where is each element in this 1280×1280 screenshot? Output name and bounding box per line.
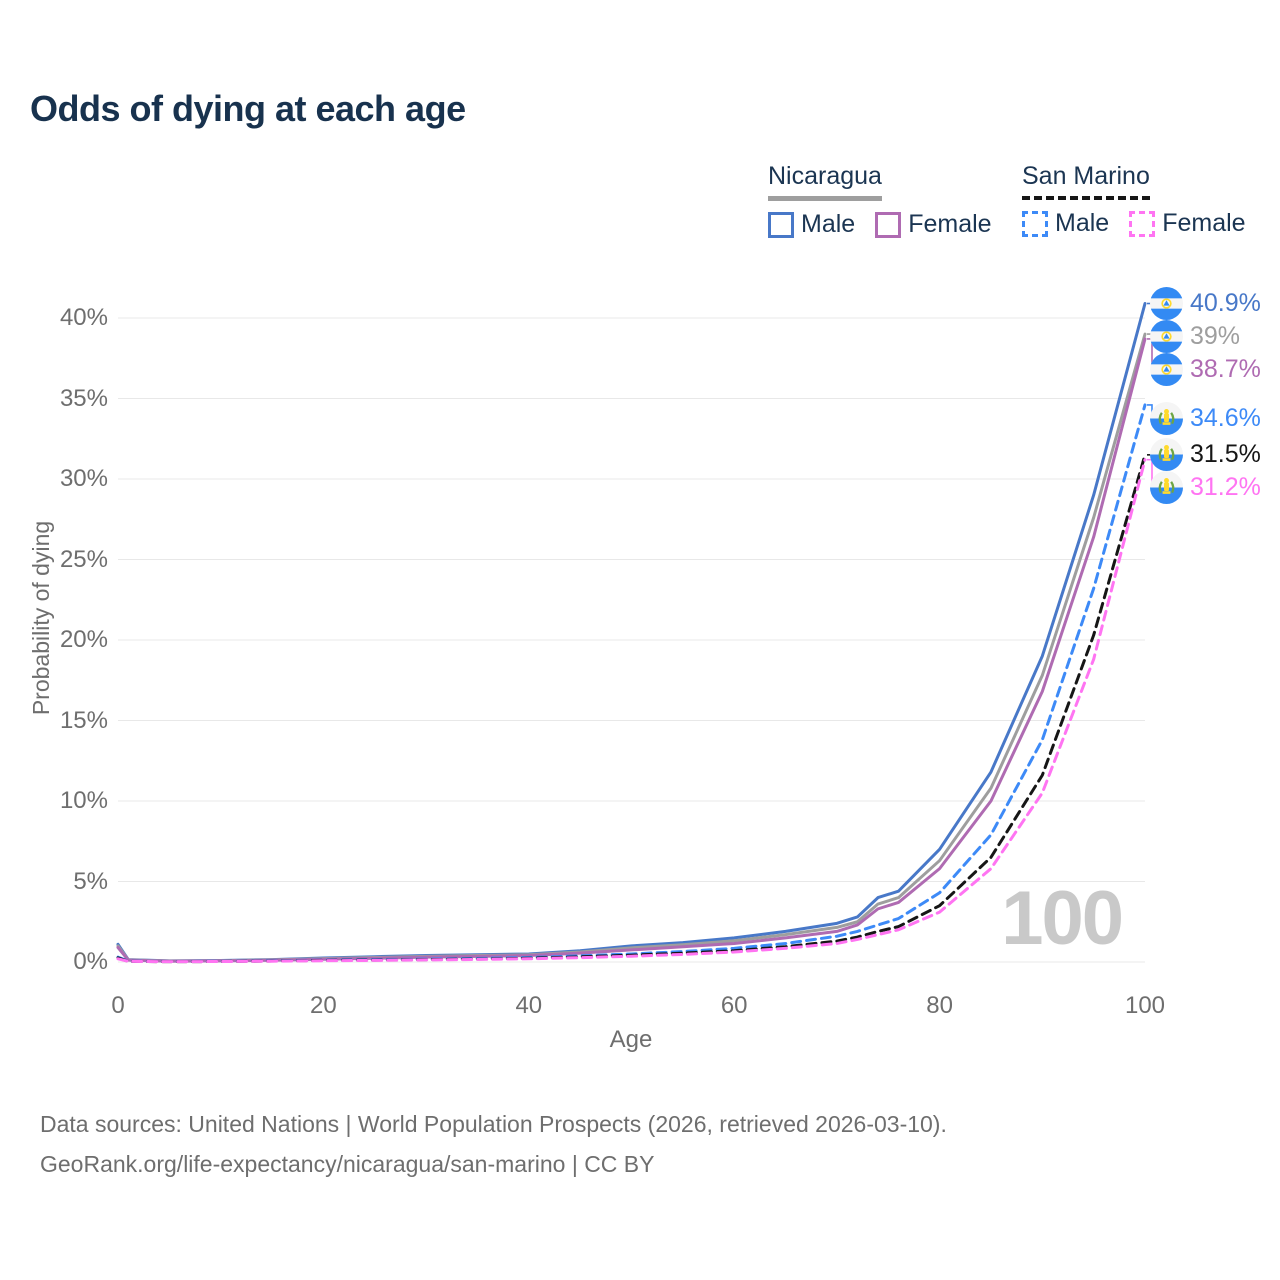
x-tick-100: 100 [1124, 992, 1166, 1019]
end-label-nicaragua-both-sexes: 39% [1150, 320, 1240, 354]
san-marino-male-swatch [1022, 210, 1048, 237]
san-marino-flag-icon [1150, 471, 1183, 505]
line-san-marino-male [116, 403, 1147, 964]
end-label-san-marino-both-sexes: 31.5% [1150, 438, 1261, 472]
san-marino-flag-icon [1150, 438, 1183, 472]
x-tick-60: 60 [720, 992, 748, 1019]
line-nicaragua-male [116, 302, 1147, 963]
legend-label-male: Male [801, 210, 856, 238]
end-label-value: 31.5% [1190, 440, 1261, 469]
x-tick-40: 40 [515, 992, 543, 1019]
y-tick-20: 20% [59, 626, 108, 653]
end-label-value: 39% [1190, 322, 1241, 350]
end-label-nicaragua-female: 38.7% [1150, 353, 1261, 387]
y-tick-5: 5% [73, 867, 108, 895]
y-tick-25: 25% [59, 545, 108, 573]
footer: Data sources: United Nations | World Pop… [40, 1104, 947, 1184]
end-label-value: 38.7% [1190, 355, 1261, 383]
line-nicaragua-both-sexes [116, 332, 1147, 963]
legend-group-nicaragua: Nicaragua Male Female [768, 162, 1012, 239]
legend-group-san-marino: San Marino Male Female [1022, 162, 1266, 238]
legend-item-nicaragua-female[interactable]: Female [875, 210, 992, 239]
x-tick-20: 20 [310, 992, 337, 1019]
end-label-san-marino-male: 34.6% [1150, 402, 1261, 436]
nicaragua-flag-icon [1150, 353, 1183, 386]
footer-data-sources: Data sources: United Nations | World Pop… [40, 1111, 947, 1137]
san-marino-female-swatch [1129, 210, 1156, 237]
end-label-san-marino-female: 31.2% [1150, 471, 1261, 505]
legend-item-san-marino-female[interactable]: Female [1129, 209, 1246, 238]
legend-item-san-marino-male[interactable]: Male [1022, 209, 1109, 238]
end-label-nicaragua-male: 40.9% [1150, 287, 1261, 321]
line-nicaragua-female [116, 337, 1147, 963]
y-tick-15: 15% [59, 706, 108, 734]
x-tick-80: 80 [926, 992, 953, 1019]
san-marino-flag-icon [1150, 402, 1183, 436]
nicaragua-male-swatch [768, 211, 794, 238]
legend-item-nicaragua-male[interactable]: Male [768, 210, 855, 239]
legend-label-female: Female [908, 210, 992, 238]
y-tick-10: 10% [59, 787, 108, 814]
line-san-marino-both-sexes [116, 453, 1147, 964]
legend-country-san-marino[interactable]: San Marino [1022, 162, 1150, 200]
nicaragua-flag-icon [1150, 287, 1183, 320]
legend-country-nicaragua[interactable]: Nicaragua [768, 162, 882, 201]
end-label-value: 40.9% [1190, 289, 1261, 317]
line-san-marino-female [116, 458, 1147, 964]
x-axis-title: Age [609, 1026, 653, 1053]
hover-age-watermark: 100 [1001, 876, 1122, 961]
legend-label-female: Female [1162, 209, 1246, 237]
end-label-value: 31.2% [1190, 473, 1261, 502]
chart-title: Odds of dying at each age [30, 88, 466, 129]
nicaragua-flag-icon [1150, 320, 1183, 353]
y-tick-30: 30% [59, 465, 108, 492]
legend-label-male: Male [1055, 209, 1110, 237]
y-tick-0: 0% [73, 948, 108, 975]
x-tick-0: 0 [111, 992, 125, 1019]
y-tick-35: 35% [59, 384, 108, 412]
end-label-value: 34.6% [1190, 404, 1261, 433]
footer-attribution-link: GeoRank.org/life-expectancy/nicaragua/sa… [40, 1151, 655, 1177]
nicaragua-female-swatch [875, 211, 902, 238]
y-tick-40: 40% [59, 304, 108, 331]
